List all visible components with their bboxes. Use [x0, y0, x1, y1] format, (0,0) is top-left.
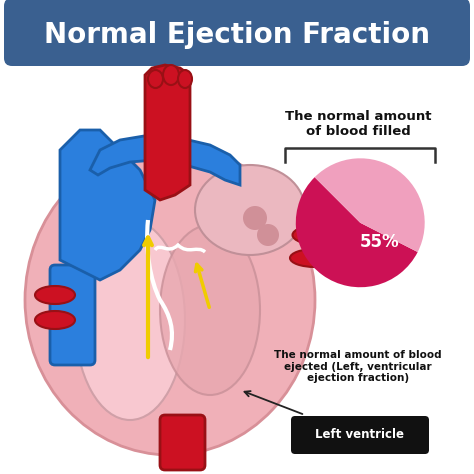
Wedge shape [315, 158, 425, 252]
Text: 55%: 55% [360, 233, 400, 251]
FancyBboxPatch shape [160, 415, 205, 470]
Ellipse shape [290, 249, 340, 267]
Ellipse shape [292, 225, 347, 245]
FancyBboxPatch shape [50, 265, 95, 365]
Ellipse shape [35, 311, 75, 329]
Ellipse shape [257, 224, 279, 246]
Polygon shape [145, 65, 190, 200]
Text: The normal amount
of blood filled: The normal amount of blood filled [285, 110, 431, 138]
Text: Left ventricle: Left ventricle [316, 428, 404, 441]
Ellipse shape [35, 286, 75, 304]
Ellipse shape [148, 70, 163, 88]
Text: The normal amount of blood
ejected (Left, ventricular
ejection fraction): The normal amount of blood ejected (Left… [274, 350, 442, 383]
Text: Normal Ejection Fraction: Normal Ejection Fraction [44, 21, 430, 49]
FancyBboxPatch shape [4, 0, 470, 66]
Wedge shape [296, 177, 418, 287]
Ellipse shape [25, 145, 315, 455]
Ellipse shape [163, 65, 179, 85]
FancyBboxPatch shape [291, 416, 429, 454]
Ellipse shape [195, 165, 305, 255]
Ellipse shape [243, 206, 267, 230]
Ellipse shape [178, 70, 192, 88]
Polygon shape [90, 135, 240, 185]
Ellipse shape [160, 225, 260, 395]
Ellipse shape [75, 220, 185, 420]
Polygon shape [60, 130, 155, 280]
